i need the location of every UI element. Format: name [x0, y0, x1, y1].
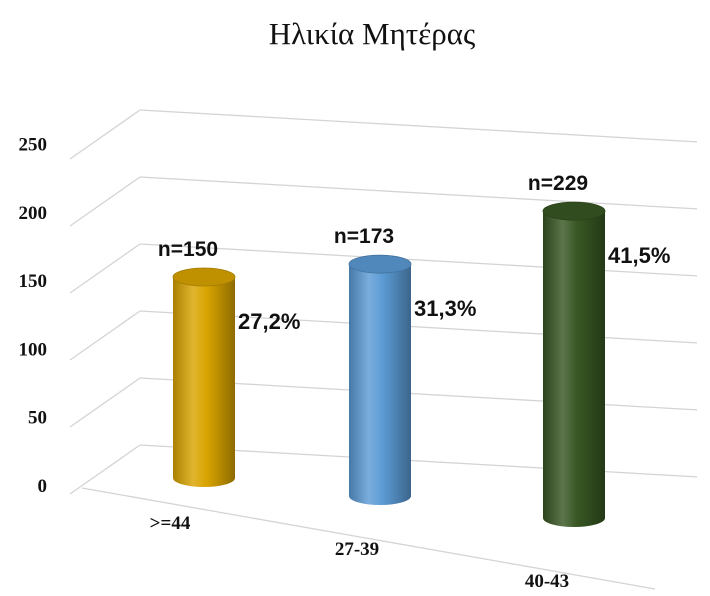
side-grid-line-250 — [69, 109, 141, 160]
side-grid-line-0 — [69, 444, 141, 495]
y-tick-label: 150 — [19, 271, 48, 292]
bars — [172, 201, 606, 527]
count-label: n=173 — [334, 225, 394, 248]
y-axis-ticks: 0 50 100 150 200 250 — [19, 135, 48, 498]
bar-top — [542, 201, 606, 221]
bar-top — [172, 267, 236, 287]
percent-label: 31,3% — [414, 296, 476, 321]
data-labels: n=150 27,2% n=173 31,3% n=229 41,5% — [158, 172, 670, 334]
y-tick-label: 50 — [28, 408, 47, 429]
y-tick-label: 200 — [19, 203, 48, 224]
side-grid-line-100 — [69, 310, 141, 361]
bar->=44 — [172, 267, 236, 487]
category-label: 40-43 — [525, 571, 569, 591]
grid-line-250 — [139, 109, 698, 143]
chart-title: Ηλικία Μητέρας — [269, 16, 476, 51]
floor-front-edge — [81, 487, 656, 590]
percent-label: 41,5% — [608, 243, 670, 268]
side-grid-line-50 — [69, 377, 141, 428]
count-label: n=229 — [528, 172, 588, 195]
category-labels: >=44 27-39 40-43 — [150, 513, 569, 592]
bar-body — [349, 264, 411, 505]
bar-27-39 — [348, 254, 412, 505]
percent-label: 27,2% — [238, 309, 300, 334]
bar-top — [348, 254, 412, 274]
bar-40-43 — [542, 201, 606, 527]
count-label: n=150 — [158, 238, 218, 261]
y-tick-label: 250 — [19, 135, 48, 156]
y-tick-label: 100 — [19, 339, 48, 360]
side-grid-line-200 — [69, 176, 141, 227]
y-tick-label: 0 — [38, 476, 48, 497]
side-grid-line-150 — [69, 243, 141, 294]
grid-line-200 — [139, 176, 698, 210]
bar-body — [173, 277, 235, 487]
bar-body — [543, 211, 605, 527]
category-label: 27-39 — [335, 539, 379, 560]
category-label: >=44 — [150, 513, 191, 534]
